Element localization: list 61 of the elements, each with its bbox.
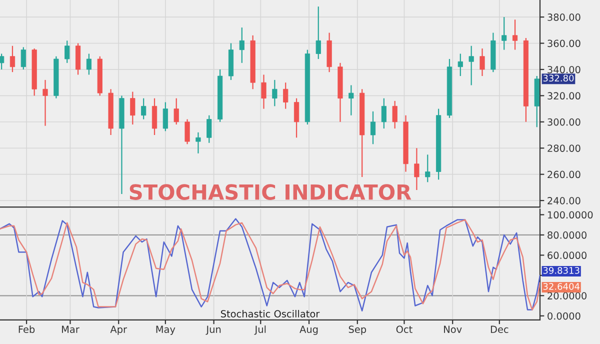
candlestick bbox=[75, 42, 81, 76]
candlestick bbox=[196, 132, 201, 154]
y-tick-label: 340.00 bbox=[548, 66, 580, 74]
x-tick-label: Dec bbox=[490, 326, 508, 333]
candlestick bbox=[425, 154, 430, 183]
x-tick-label: May bbox=[156, 326, 176, 335]
annotation: 32.6404 bbox=[543, 283, 580, 290]
candlestick bbox=[468, 45, 474, 86]
candlestick bbox=[162, 102, 168, 132]
x-tick-label: Jun bbox=[206, 326, 221, 335]
candlestick bbox=[42, 79, 48, 126]
x-tick-label: Feb bbox=[18, 325, 35, 333]
candlestick bbox=[348, 84, 354, 116]
annotation: 332.80 bbox=[543, 74, 574, 82]
y-tick-label: 300.00 bbox=[548, 118, 580, 126]
y-tick-label: 280.00 bbox=[548, 144, 580, 152]
y-tick-label: 380.00 bbox=[548, 14, 580, 21]
y-tick-label: 60.0000 bbox=[548, 252, 587, 260]
annotation: 39.8313 bbox=[543, 267, 580, 274]
candlestick bbox=[64, 40, 70, 64]
x-tick-label: Mar bbox=[62, 326, 80, 333]
y-tick-label: 0.0000 bbox=[548, 312, 580, 320]
candlestick bbox=[381, 98, 386, 129]
x-tick-label: Jul bbox=[254, 325, 266, 335]
y-tick-label: 320.00 bbox=[548, 92, 580, 100]
candlestick bbox=[174, 98, 179, 126]
x-tick-label: Aug bbox=[300, 326, 318, 335]
annotation: STOCHASTIC INDICATOR bbox=[130, 184, 412, 200]
candlestick bbox=[152, 98, 158, 136]
x-tick-label: Nov bbox=[444, 326, 462, 333]
candlestick bbox=[294, 98, 300, 138]
candlestick bbox=[458, 53, 463, 77]
candlestick bbox=[272, 79, 278, 107]
candlestick bbox=[316, 6, 321, 60]
candlestick bbox=[283, 82, 288, 110]
candlestick bbox=[184, 118, 190, 145]
candlestick bbox=[261, 74, 266, 110]
candlestick bbox=[392, 100, 398, 129]
x-tick-label: Apr bbox=[110, 326, 128, 335]
candlestick bbox=[414, 148, 420, 191]
candlestick bbox=[502, 16, 507, 50]
annotation: Stochastic Oscillator bbox=[220, 310, 320, 318]
candlestick bbox=[141, 98, 146, 120]
x-tick-label: Oct bbox=[396, 326, 412, 333]
candlestick bbox=[480, 48, 485, 77]
y-tick-label: 360.00 bbox=[548, 40, 580, 48]
candlestick bbox=[86, 53, 92, 76]
y-tick-label: 20.0000 bbox=[548, 292, 587, 300]
candlestick bbox=[10, 45, 16, 73]
y-tick-label: 240.00 bbox=[548, 197, 580, 204]
y-tick-label: 100.0000 bbox=[548, 211, 593, 219]
x-tick-label: Sep bbox=[348, 326, 366, 335]
candlestick bbox=[130, 91, 136, 126]
candlestick bbox=[512, 19, 518, 50]
candlestick bbox=[20, 46, 26, 70]
candlestick bbox=[0, 53, 4, 70]
candlestick bbox=[206, 114, 212, 144]
y-tick-label: 260.00 bbox=[548, 170, 580, 178]
y-tick-label: 80.0000 bbox=[548, 231, 587, 239]
candlestick bbox=[239, 26, 244, 64]
candlestick bbox=[370, 110, 376, 145]
